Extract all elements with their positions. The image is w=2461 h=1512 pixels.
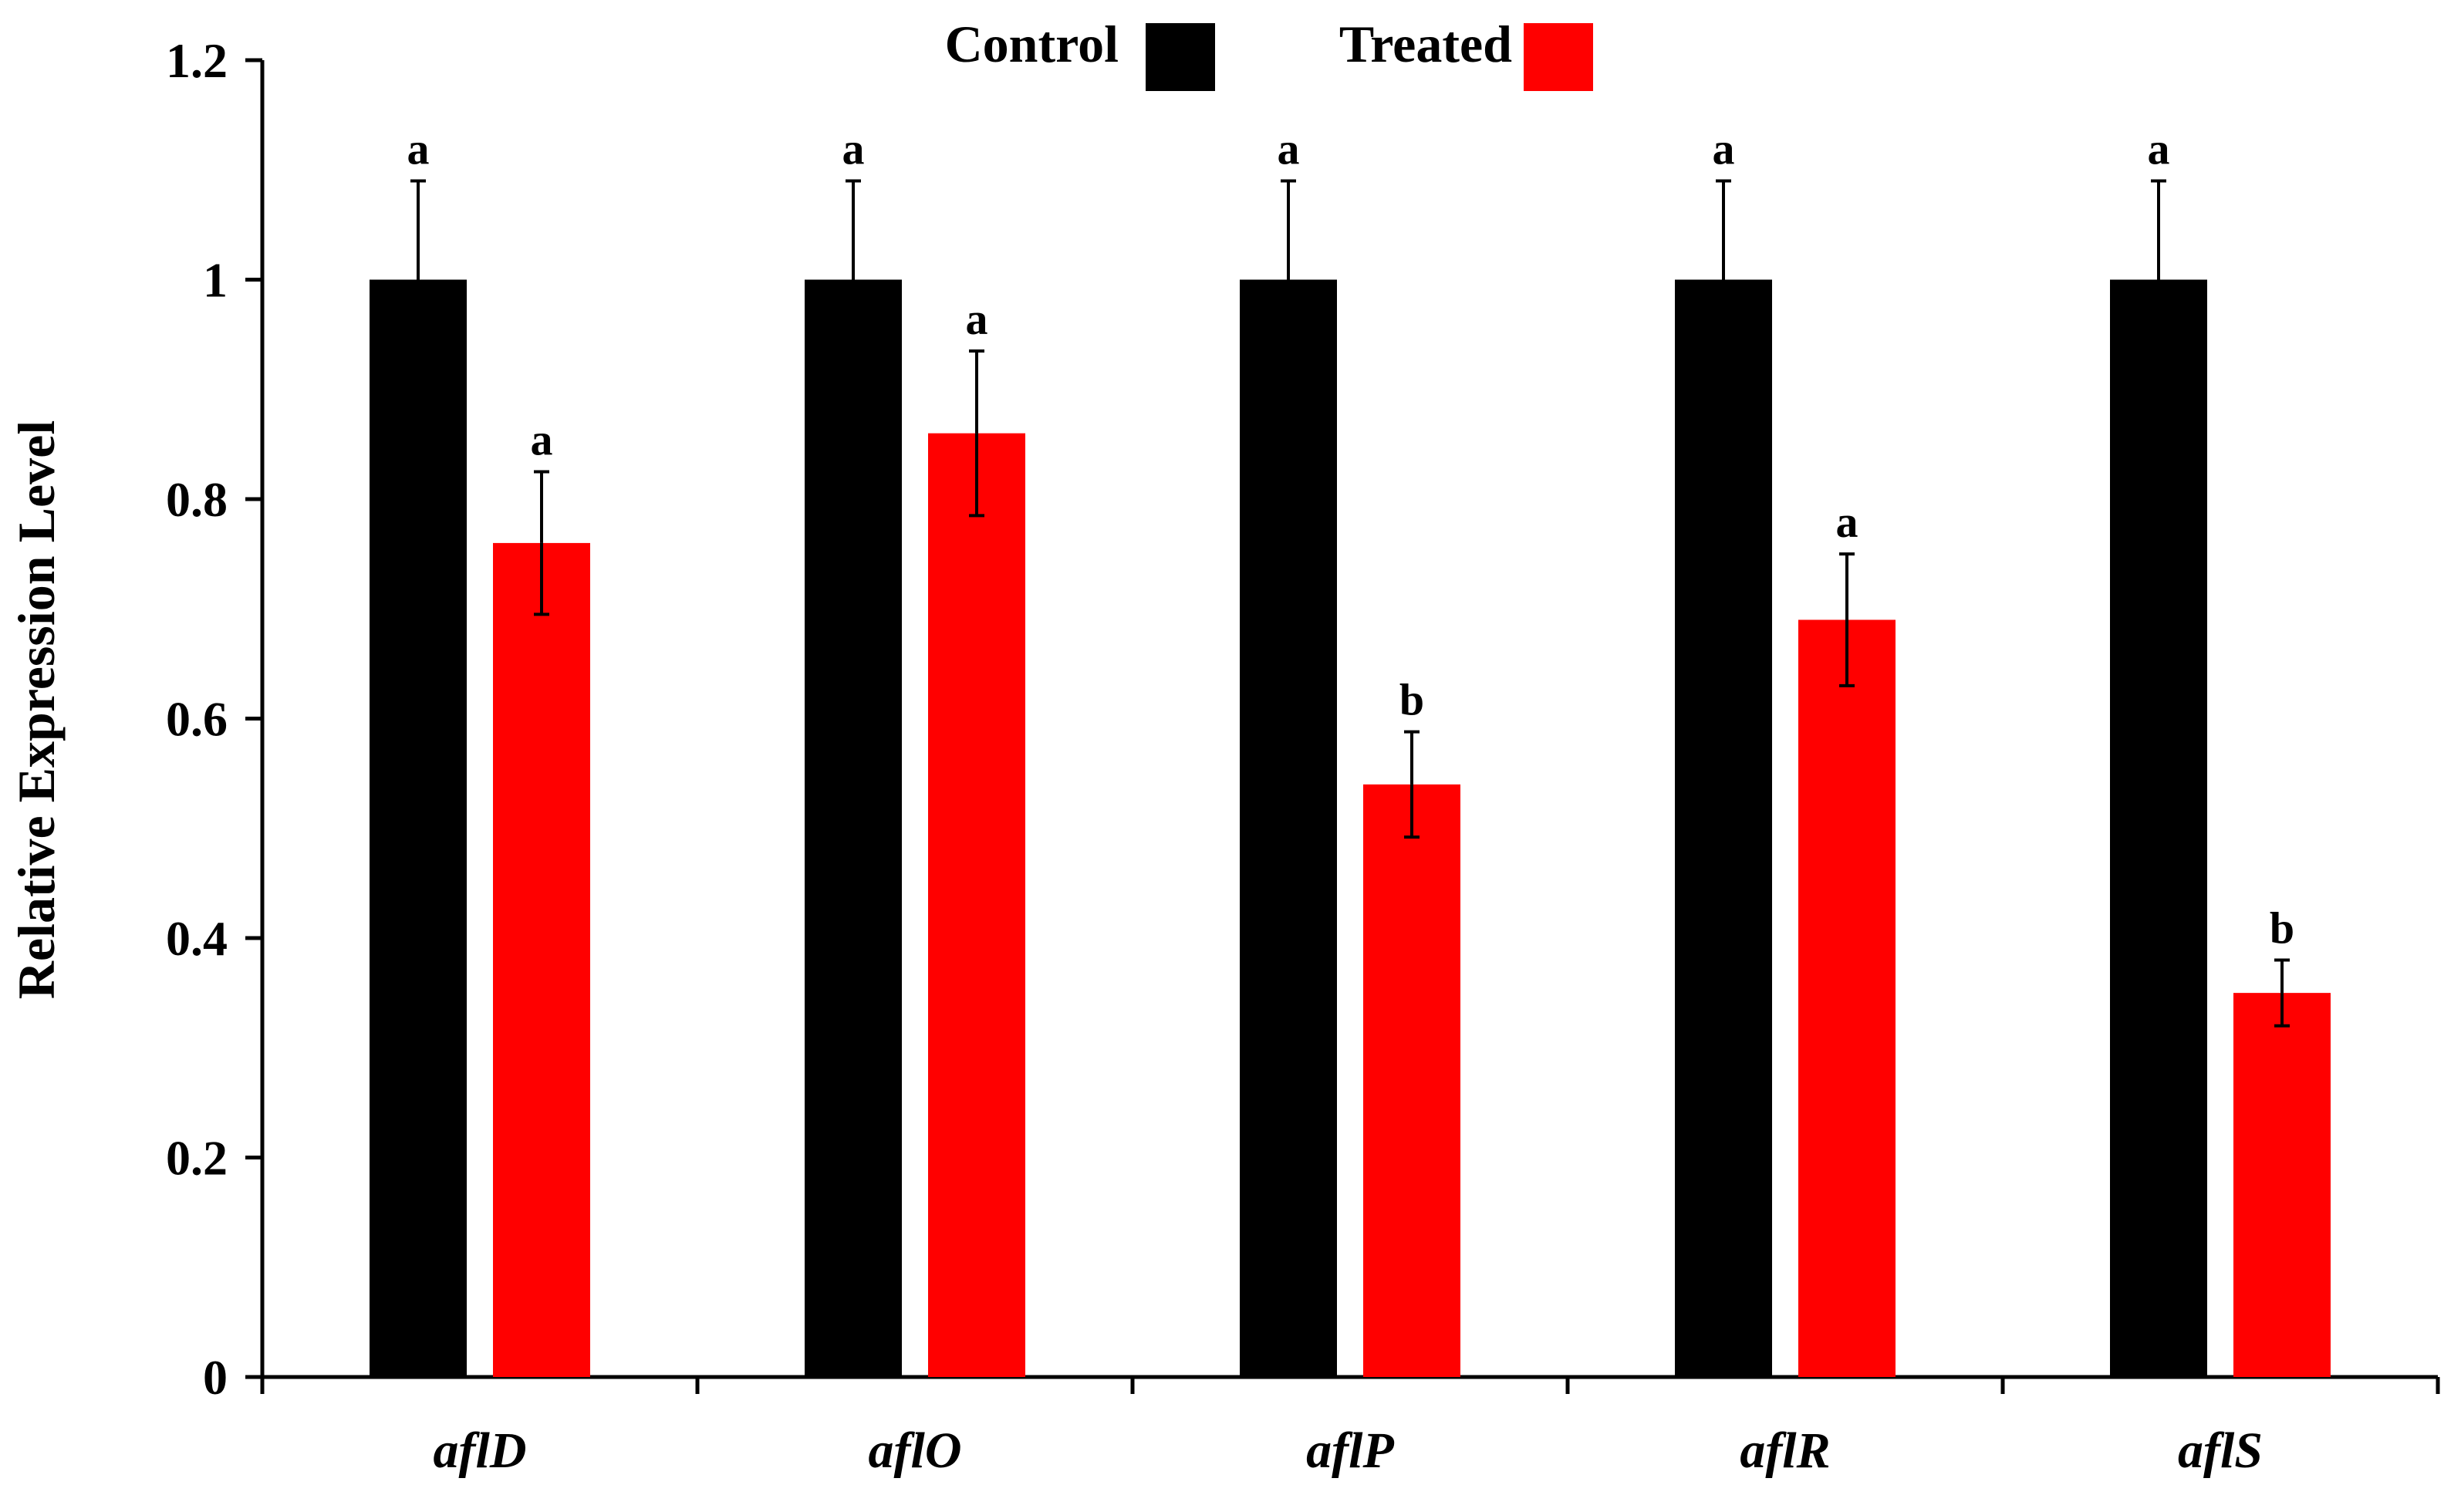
significance-label-treated-aflP: b <box>1399 675 1424 725</box>
bar-treated-aflD <box>493 542 590 1377</box>
legend-swatch-treated <box>1524 23 1593 91</box>
x-tick-label-aflO: aflO <box>869 1423 962 1479</box>
bar-control-aflS <box>2110 279 2207 1377</box>
significance-label-treated-aflO: a <box>966 294 988 344</box>
y-tick-label: 1.2 <box>166 33 228 88</box>
significance-label-treated-aflS: b <box>2270 903 2294 953</box>
significance-label-control-aflP: a <box>1278 123 1300 174</box>
significance-label-control-aflR: a <box>1713 123 1735 174</box>
y-axis-title: Relative Expression Level <box>7 420 66 999</box>
axes-layer <box>245 58 2440 1394</box>
bar-treated-aflR <box>1798 619 1896 1377</box>
bar-control-aflP <box>1240 279 1337 1377</box>
bar-treated-aflO <box>928 433 1025 1377</box>
y-tick-label: 0.6 <box>166 692 228 747</box>
bar-treated-aflP <box>1363 784 1460 1377</box>
significance-label-treated-aflR: a <box>1836 497 1858 547</box>
legend-label-treated: Treated <box>1339 15 1512 73</box>
y-tick-label: 1 <box>203 253 228 308</box>
x-tick-label-aflS: aflS <box>2178 1423 2263 1479</box>
x-tick-label-aflR: aflR <box>1740 1423 1830 1479</box>
y-tick-label: 0.4 <box>166 911 228 966</box>
bar-treated-aflS <box>2233 993 2331 1377</box>
x-tick-label-aflP: aflP <box>1306 1423 1394 1479</box>
legend: Control Treated <box>945 15 1593 91</box>
error-bars-layer <box>410 179 2290 1028</box>
significance-label-control-aflD: a <box>407 123 430 174</box>
significance-label-control-aflS: a <box>2148 123 2170 174</box>
bars-layer <box>370 279 2331 1377</box>
x-tick-label-aflD: aflD <box>434 1423 527 1479</box>
significance-label-treated-aflD: a <box>531 414 553 464</box>
bar-control-aflO <box>805 279 902 1377</box>
y-tick-label: 0 <box>203 1350 228 1405</box>
significance-label-control-aflO: a <box>842 123 865 174</box>
legend-swatch-control <box>1146 23 1215 91</box>
bar-control-aflR <box>1675 279 1772 1377</box>
legend-label-control: Control <box>945 15 1119 73</box>
labels-layer: 0 0.2 0.4 0.6 0.8 1 1.2 aflD aflO aflP aflR aflS a a a… <box>166 33 2294 1479</box>
y-tick-label: 0.2 <box>166 1131 228 1186</box>
bar-control-aflD <box>370 279 467 1377</box>
y-tick-label: 0.8 <box>166 472 228 527</box>
